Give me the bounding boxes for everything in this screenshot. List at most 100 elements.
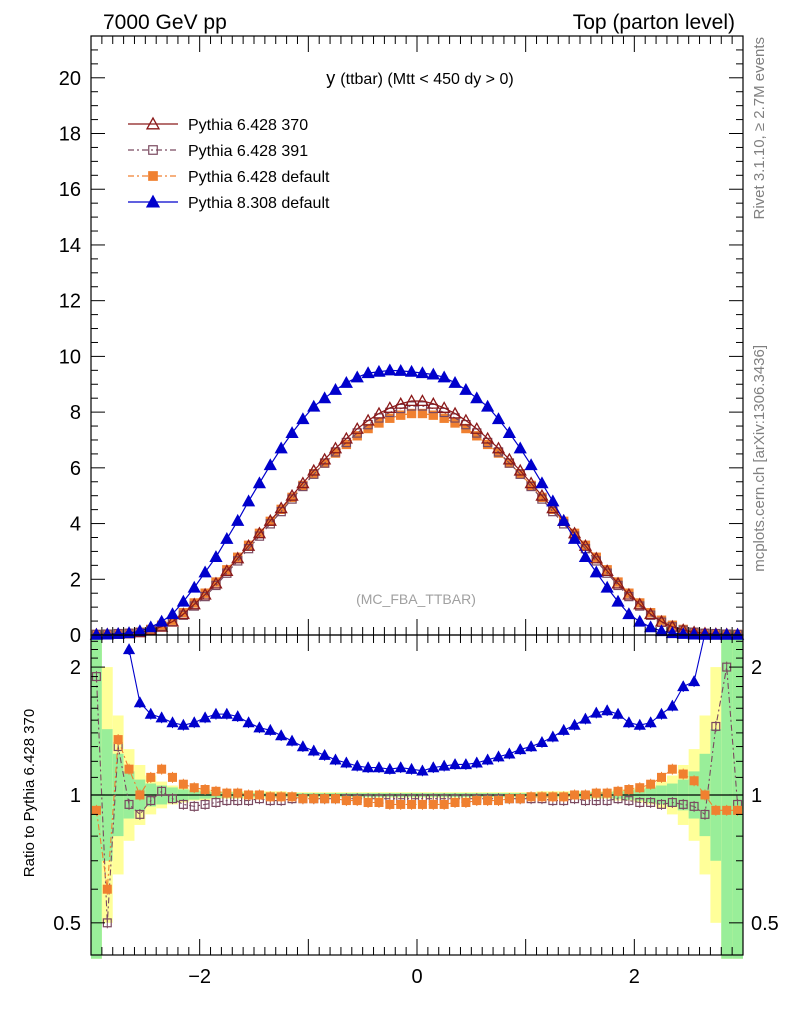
main-ytick-label: 4 — [70, 514, 81, 536]
ratio-point — [135, 790, 145, 800]
rivet-label: Rivet 3.1.10, ≥ 2.7M events — [751, 37, 768, 220]
ratio-point — [428, 799, 438, 809]
ratio-point — [580, 790, 590, 800]
ratio-point — [655, 707, 668, 719]
ratio-point — [275, 729, 288, 741]
ratio-point — [624, 785, 634, 795]
ratio-point — [222, 788, 232, 798]
ratio-point — [157, 764, 167, 774]
data-point — [209, 576, 223, 589]
data-point — [296, 412, 310, 425]
data-point — [448, 406, 462, 419]
data-point — [535, 476, 549, 489]
data-point — [350, 421, 364, 434]
ratio-point — [307, 744, 320, 756]
data-point — [383, 401, 397, 413]
main-ytick-label: 14 — [59, 235, 81, 257]
ratio-point — [493, 796, 504, 806]
ratio-point — [374, 797, 384, 808]
data-point — [404, 364, 419, 377]
ratio-point — [233, 788, 243, 798]
data-point — [546, 494, 560, 507]
data-point — [450, 418, 460, 428]
data-point — [220, 532, 234, 544]
data-point — [241, 494, 256, 507]
main-ytick-label: 2 — [70, 569, 81, 591]
data-point — [263, 458, 277, 471]
chart-title-main: y — [326, 68, 335, 88]
ratio-ytick-label-right: 0.5 — [751, 913, 779, 935]
ratio-point — [611, 707, 625, 719]
main-ytick-label: 6 — [70, 458, 81, 480]
data-point — [633, 614, 647, 627]
data-point — [611, 576, 625, 589]
data-point — [437, 370, 451, 383]
data-point — [89, 627, 104, 640]
ratio-point — [318, 748, 331, 760]
ratio-point — [330, 794, 341, 804]
data-point — [426, 396, 440, 409]
ratio-point — [124, 764, 134, 774]
ratio-point — [514, 743, 527, 755]
ratio-point — [687, 675, 701, 687]
data-point — [633, 597, 647, 610]
ratio-point — [298, 794, 308, 804]
xtick-label: 2 — [629, 966, 640, 988]
data-point — [470, 391, 484, 404]
ratio-point — [352, 796, 362, 806]
main-plot — [89, 363, 745, 640]
ratio-point — [483, 796, 493, 806]
data-point — [481, 399, 495, 412]
data-point — [513, 441, 527, 454]
ratio-point — [211, 786, 221, 796]
data-point — [459, 413, 473, 426]
ratio-point — [211, 797, 221, 808]
data-point — [417, 408, 428, 419]
data-point — [676, 627, 690, 639]
data-point — [654, 624, 669, 637]
ratio-point — [405, 762, 418, 774]
ratio-point — [144, 707, 157, 719]
data-point — [622, 587, 636, 600]
ratio-point — [448, 758, 462, 770]
xtick-label: −2 — [188, 966, 211, 988]
data-point — [415, 366, 430, 379]
ratio-point — [711, 721, 721, 731]
ratio-point — [591, 788, 601, 798]
legend-marker — [148, 145, 158, 155]
data-point — [198, 565, 212, 578]
main-ytick-label: 10 — [59, 346, 81, 368]
ratio-point — [492, 750, 505, 762]
ratio-point — [601, 704, 614, 716]
ratio-point — [613, 786, 623, 796]
data-point — [524, 458, 538, 471]
ratio-point — [188, 716, 201, 728]
data-point — [437, 401, 451, 413]
data-point — [372, 364, 386, 377]
series-line — [96, 400, 738, 636]
ratio-point — [548, 792, 558, 802]
data-point — [730, 627, 745, 640]
ratio-point — [427, 761, 440, 773]
ratio-point — [526, 792, 536, 802]
ratio-point — [167, 772, 178, 782]
ratio-point — [254, 790, 264, 800]
ratio-point — [722, 805, 732, 815]
legend-label: Pythia 6.428 default — [188, 169, 330, 186]
data-point — [252, 526, 267, 539]
ratio-plot — [91, 633, 743, 929]
ratio-point — [590, 706, 603, 718]
ratio-series-line — [128, 633, 706, 772]
data-point — [307, 463, 321, 476]
data-point — [285, 488, 299, 501]
ratio-point — [416, 764, 429, 776]
ratio-point — [242, 716, 255, 728]
ratio-point — [200, 785, 210, 795]
ratio-point — [209, 707, 223, 719]
data-point — [470, 421, 484, 434]
data-point — [220, 564, 234, 576]
ratio-point — [341, 796, 351, 806]
data-point — [176, 607, 190, 620]
data-point — [339, 431, 353, 444]
data-point — [535, 488, 549, 501]
